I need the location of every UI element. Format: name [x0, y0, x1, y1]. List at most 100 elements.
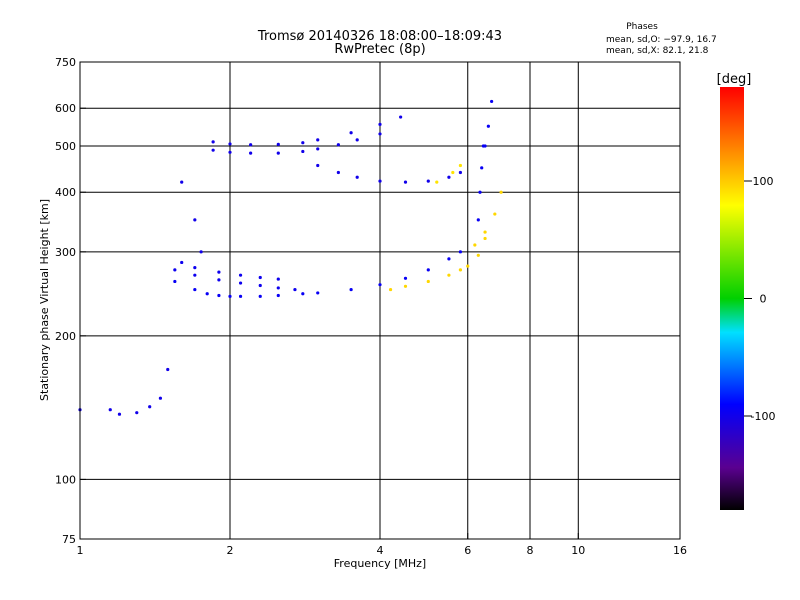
data-point — [301, 149, 305, 154]
x-tick-label: 1 — [77, 544, 84, 557]
data-point — [336, 143, 340, 147]
data-point — [193, 273, 197, 277]
data-point — [193, 218, 197, 222]
data-point — [403, 276, 408, 280]
data-point — [355, 138, 359, 142]
colorbar — [720, 87, 744, 510]
data-point — [173, 268, 177, 272]
data-point — [473, 243, 477, 247]
data-point — [193, 287, 197, 292]
data-point — [228, 294, 232, 298]
data-point — [211, 140, 215, 144]
y-tick-label: 500 — [55, 140, 76, 153]
y-tick-label: 600 — [55, 102, 76, 115]
data-point — [276, 293, 280, 298]
data-point — [355, 175, 359, 179]
data-point — [301, 141, 305, 145]
data-point — [228, 150, 232, 154]
x-tick-label: 4 — [377, 544, 384, 557]
y-tick-label: 75 — [62, 533, 76, 546]
data-point — [378, 132, 382, 136]
chart-title: Tromsø 20140326 18:08:00–18:09:43 — [257, 29, 502, 44]
data-point — [238, 273, 243, 277]
data-point — [158, 396, 163, 400]
data-point — [276, 286, 280, 290]
data-point — [426, 179, 430, 183]
x-tick-label: 2 — [227, 544, 234, 557]
data-point — [276, 151, 280, 155]
data-point — [108, 408, 112, 412]
y-tick-label: 750 — [55, 56, 76, 69]
x-axis-ticks: 1 2 4 6 8 10 16 — [77, 533, 687, 557]
x-tick-label: 8 — [527, 544, 534, 557]
data-point — [483, 230, 487, 234]
data-point — [483, 144, 487, 148]
data-point — [458, 268, 463, 272]
data-point — [480, 166, 484, 170]
data-point — [378, 179, 382, 183]
colorbar-unit-label: [deg] — [717, 72, 752, 87]
y-tick-label: 200 — [55, 330, 76, 343]
y-tick-label: 100 — [55, 473, 76, 486]
data-point — [403, 180, 408, 184]
data-point — [238, 294, 243, 298]
data-point — [499, 190, 503, 194]
data-point — [447, 175, 451, 179]
data-point — [426, 279, 430, 284]
colorbar-ticks: 100 0 -100 — [744, 175, 775, 423]
phase-stats-o: mean, sd,O: −97.9, 16.7 — [606, 35, 717, 45]
data-points — [78, 99, 503, 416]
data-point — [217, 270, 221, 274]
colorbar-tick-label: -100 — [751, 410, 776, 423]
data-point — [217, 293, 221, 298]
phase-stats-title: Phases — [626, 22, 658, 32]
data-point — [388, 287, 393, 292]
data-point — [148, 405, 152, 409]
data-point — [349, 287, 353, 292]
data-point — [135, 411, 139, 415]
data-point — [258, 294, 262, 298]
y-axis-ticks: 75 100 200 300 400 500 600 750 — [55, 56, 86, 546]
data-point — [447, 257, 451, 261]
data-point — [349, 131, 353, 135]
data-point — [217, 278, 221, 282]
data-point — [193, 265, 197, 270]
data-point — [249, 151, 253, 155]
colorbar-tick-label: 100 — [753, 175, 774, 188]
y-axis-label: Stationary phase Virtual Height [km] — [38, 199, 51, 401]
data-point — [458, 250, 463, 254]
data-point — [316, 291, 320, 295]
data-point — [435, 180, 439, 184]
data-point — [476, 218, 480, 222]
data-point — [276, 277, 280, 281]
grid — [80, 62, 680, 539]
data-point — [493, 212, 497, 216]
y-tick-label: 300 — [55, 246, 76, 259]
x-axis-label: Frequency [MHz] — [334, 557, 426, 570]
data-point — [466, 264, 470, 268]
data-point — [173, 279, 177, 284]
data-point — [451, 170, 455, 175]
data-point — [180, 260, 184, 265]
data-point — [228, 142, 232, 146]
data-point — [316, 138, 320, 142]
chart-subtitle: RwPretec (8p) — [334, 42, 425, 57]
y-tick-label: 400 — [55, 186, 76, 199]
data-point — [301, 292, 305, 296]
data-point — [180, 180, 184, 184]
data-point — [316, 163, 320, 168]
data-point — [458, 163, 463, 168]
data-point — [486, 124, 490, 128]
data-point — [378, 122, 382, 126]
data-point — [458, 170, 463, 175]
data-point — [483, 236, 487, 241]
data-point — [378, 283, 382, 287]
data-point — [249, 143, 253, 147]
data-point — [336, 170, 340, 175]
x-tick-label: 10 — [571, 544, 585, 557]
data-point — [478, 190, 482, 194]
x-tick-label: 6 — [464, 544, 471, 557]
data-point — [399, 115, 403, 119]
data-point — [199, 250, 203, 254]
